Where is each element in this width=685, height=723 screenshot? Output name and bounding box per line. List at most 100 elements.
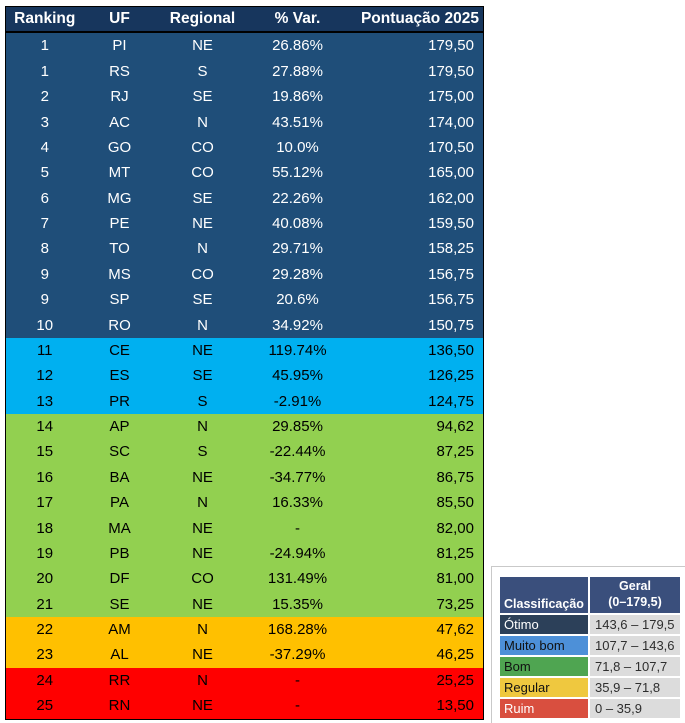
cell-ranking: 13 <box>36 392 54 410</box>
cell-ranking: 9 <box>40 265 49 283</box>
table-row: 1 PI NE 26.86% 179,50 <box>5 31 484 59</box>
legend-header-geral: Geral (0–179,5) <box>590 577 680 613</box>
cell-uf: PR <box>109 392 130 410</box>
cell-uf: SE <box>109 595 130 613</box>
cell-var: - <box>295 697 300 715</box>
cell-var: 168.28% <box>267 621 328 639</box>
cell-ranking: 10 <box>36 316 54 334</box>
cell-regional: NE <box>192 595 213 613</box>
table-row: 19 PB NE -24.94% 81,25 <box>5 540 484 567</box>
cell-ranking: 6 <box>40 189 49 207</box>
cell-uf: AL <box>110 646 129 664</box>
cell-ranking: 20 <box>36 570 54 588</box>
table-row: 23 AL NE -37.29% 46,25 <box>5 642 484 668</box>
cell-regional: NE <box>192 468 213 486</box>
cell-var: -2.91% <box>273 392 322 410</box>
table-row: 15 SC S -22.44% 87,25 <box>5 439 484 465</box>
cell-pontuacao: 179,50 <box>428 37 474 55</box>
cell-ranking: 12 <box>36 367 54 385</box>
legend-swatch-label: Muito bom <box>500 636 588 655</box>
cell-regional: S <box>197 392 208 410</box>
legend-swatch-label: Ruim <box>500 699 588 718</box>
cell-uf: MG <box>107 189 132 207</box>
cell-ranking: 16 <box>36 468 54 486</box>
table-row: 14 AP N 29.85% 94,62 <box>5 413 484 440</box>
cell-pontuacao: 46,25 <box>436 646 474 664</box>
cell-pontuacao: 81,00 <box>436 570 474 588</box>
cell-pontuacao: 126,25 <box>428 367 474 385</box>
cell-var: 19.86% <box>272 88 323 106</box>
cell-var: 16.33% <box>272 494 323 512</box>
legend-swatch-label: Bom <box>500 657 588 676</box>
cell-var: 20.6% <box>276 291 319 309</box>
cell-regional: N <box>197 240 208 258</box>
cell-uf: MA <box>108 519 131 537</box>
cell-ranking: 3 <box>40 113 49 131</box>
cell-pontuacao: 156,75 <box>428 265 474 283</box>
cell-regional: NE <box>192 341 213 359</box>
cell-ranking: 25 <box>36 697 54 715</box>
cell-pontuacao: 159,50 <box>428 215 474 233</box>
cell-regional: NE <box>192 697 213 715</box>
legend-range-value: 35,9 – 71,8 <box>590 678 680 697</box>
table-row: 25 RN NE - 13,50 <box>5 692 484 720</box>
cell-uf: PA <box>110 494 129 512</box>
cell-ranking: 22 <box>36 621 54 639</box>
cell-ranking: 24 <box>36 671 54 689</box>
legend-swatch-label: Ótimo <box>500 615 588 634</box>
cell-pontuacao: 150,75 <box>428 316 474 334</box>
table-row: 9 SP SE 20.6% 156,75 <box>5 286 484 313</box>
ranking-table: Ranking UF Regional % Var. Pontuação 202… <box>5 6 484 720</box>
cell-regional: NE <box>192 215 213 233</box>
cell-uf: SC <box>109 443 130 461</box>
cell-var: 119.74% <box>268 341 327 359</box>
cell-var: 15.35% <box>272 595 323 613</box>
cell-uf: RO <box>108 316 131 334</box>
col-header-uf: UF <box>83 6 156 33</box>
table-row: 20 DF CO 131.49% 81,00 <box>5 566 484 592</box>
legend-swatch-label: Regular <box>500 678 588 697</box>
cell-uf: RN <box>108 697 131 715</box>
legend-table: Classificação Geral (0–179,5) Ótimo 143,6… <box>498 575 682 720</box>
legend-row: Ruim 0 – 35,9 <box>500 699 680 718</box>
cell-var: 29.71% <box>272 240 323 258</box>
col-header-pontuacao: Pontuação 2025 <box>345 6 484 33</box>
table-row: 10 RO N 34.92% 150,75 <box>5 312 484 338</box>
cell-var: 40.08% <box>272 215 323 233</box>
cell-uf: GO <box>107 138 132 156</box>
cell-var: 45.95% <box>272 367 323 385</box>
legend-table-body: Ótimo 143,6 – 179,5 Muito bom 107,7 – 143,6… <box>500 615 680 718</box>
cell-uf: PB <box>109 544 130 562</box>
cell-regional: N <box>197 113 208 131</box>
table-row: 16 BA NE -34.77% 86,75 <box>5 464 484 490</box>
col-header-regional: Regional <box>155 6 250 33</box>
table-row: 18 MA NE - 82,00 <box>5 515 484 541</box>
table-row: 7 PE NE 40.08% 159,50 <box>5 210 484 237</box>
cell-uf: MT <box>108 164 131 182</box>
table-row: 4 GO CO 10.0% 170,50 <box>5 134 484 161</box>
legend-row: Ótimo 143,6 – 179,5 <box>500 615 680 634</box>
table-row: 24 RR N - 25,25 <box>5 667 484 693</box>
cell-pontuacao: 136,50 <box>428 341 474 359</box>
cell-uf: BA <box>109 468 130 486</box>
cell-ranking: 23 <box>36 646 54 664</box>
cell-var: 22.26% <box>272 189 323 207</box>
cell-regional: NE <box>192 544 213 562</box>
cell-pontuacao: 25,25 <box>436 671 474 689</box>
cell-pontuacao: 179,50 <box>428 62 474 80</box>
cell-ranking: 11 <box>36 341 53 359</box>
cell-regional: N <box>197 494 208 512</box>
cell-regional: CO <box>191 164 214 182</box>
table-row: 12 ES SE 45.95% 126,25 <box>5 363 484 389</box>
cell-uf: MS <box>108 265 131 283</box>
cell-ranking: 1 <box>40 62 49 80</box>
cell-regional: CO <box>191 138 214 156</box>
legend-header-geral-line2: (0–179,5) <box>608 595 662 609</box>
cell-pontuacao: 175,00 <box>428 88 474 106</box>
table-row: 3 AC N 43.51% 174,00 <box>5 109 484 135</box>
col-header-ranking: Ranking <box>5 6 84 33</box>
cell-var: -34.77% <box>269 468 326 486</box>
legend-range-value: 107,7 – 143,6 <box>590 636 680 655</box>
cell-uf: RS <box>109 62 130 80</box>
